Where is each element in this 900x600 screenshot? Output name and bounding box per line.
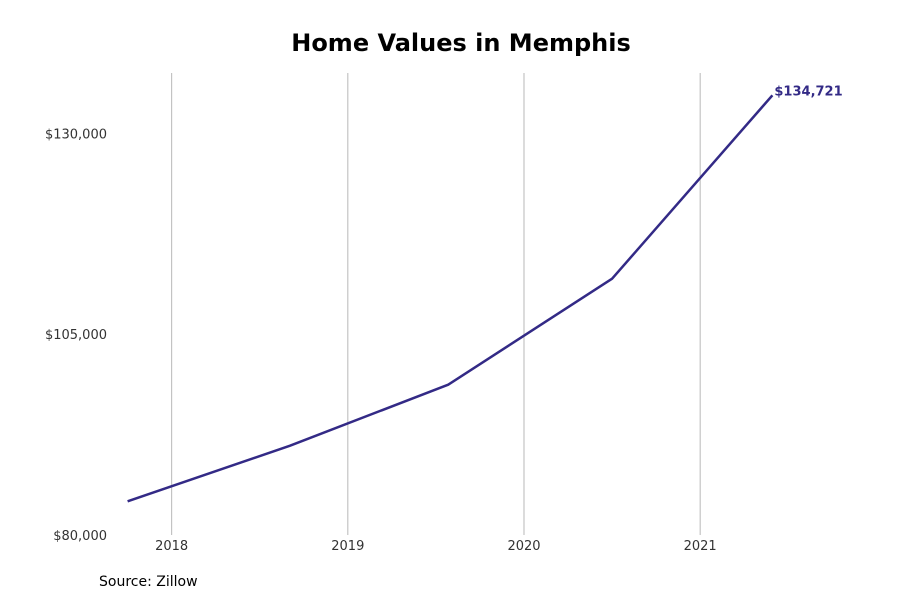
data-series [127, 94, 774, 503]
series-line [127, 94, 774, 503]
gridlines [171, 73, 701, 535]
x-axis-ticks: 2018 2019 2020 2021 [155, 539, 717, 554]
y-axis-ticks: $80,000 $105,000 $130,000 [45, 127, 107, 544]
y-tick-label: $80,000 [53, 529, 107, 544]
chart-title: Home Values in Memphis [291, 29, 631, 57]
x-tick-label: 2018 [155, 539, 188, 554]
x-tick-label: 2021 [684, 539, 717, 554]
x-tick-label: 2019 [331, 539, 364, 554]
source-note: Source: Zillow [99, 574, 198, 590]
end-value-label: $134,721 [774, 84, 842, 99]
y-tick-label: $130,000 [45, 127, 107, 142]
y-tick-label: $105,000 [45, 328, 107, 343]
x-tick-label: 2020 [507, 539, 540, 554]
